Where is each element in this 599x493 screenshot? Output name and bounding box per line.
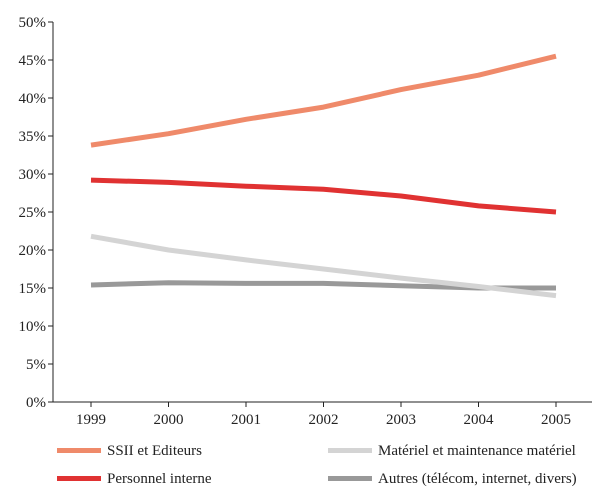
y-tick-label: 10% <box>19 319 47 335</box>
series-line-1 <box>90 53 557 148</box>
legend-swatch-4 <box>328 476 372 481</box>
x-tick-label: 2001 <box>231 412 261 428</box>
x-tick-label: 1999 <box>76 412 106 428</box>
x-tick-label: 2004 <box>464 412 495 428</box>
y-axis: 0% 5% 10% 15% 20% 25% 30% 35% 40% 45% 50% <box>19 15 54 411</box>
x-tick-label: 2002 <box>309 412 339 428</box>
legend-label-1: SSII et Editeurs <box>107 443 202 459</box>
legend-label-4: Autres (télécom, internet, divers) <box>378 471 577 487</box>
y-tick-label: 30% <box>19 167 47 183</box>
legend-swatch-3 <box>328 448 372 453</box>
x-tick-label: 2003 <box>386 412 416 428</box>
series-line-3 <box>90 233 557 299</box>
legend-label-2: Personnel interne <box>107 471 212 487</box>
y-tick-label: 50% <box>19 15 47 31</box>
x-axis: 1999 2000 2001 2002 2003 2004 2005 <box>53 401 592 428</box>
y-tick-label: 25% <box>19 205 47 221</box>
x-tick-label: 2000 <box>154 412 184 428</box>
y-tick-label: 45% <box>19 53 47 69</box>
y-tick-label: 35% <box>19 129 47 145</box>
x-tick-label: 2005 <box>541 412 571 428</box>
series-line-2 <box>90 177 557 215</box>
y-tick-label: 5% <box>26 357 46 373</box>
y-tick-label: 40% <box>19 91 47 107</box>
legend-swatch-2 <box>57 476 101 481</box>
y-tick-label: 0% <box>26 395 46 411</box>
y-tick-label: 15% <box>19 281 47 297</box>
legend-label-3: Matériel et maintenance matériel <box>378 443 576 459</box>
legend-swatch-1 <box>57 448 101 453</box>
series-lines <box>90 53 557 299</box>
y-tick-label: 20% <box>19 243 47 259</box>
legend: SSII et Editeurs Personnel interne Matérie… <box>57 443 577 487</box>
